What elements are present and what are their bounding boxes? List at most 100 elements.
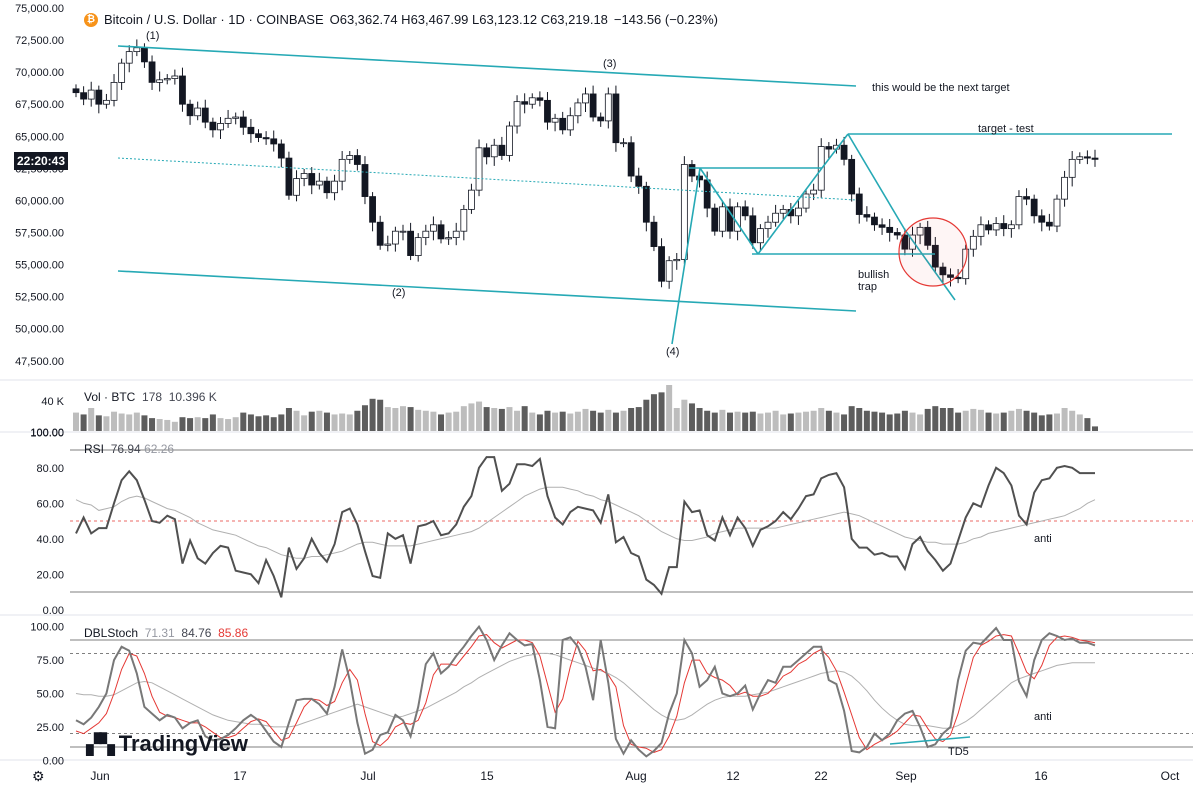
candle-body (1061, 176, 1068, 200)
tradingview-logo[interactable]: ▞▚ TradingView (86, 731, 248, 757)
candle-body (331, 180, 338, 194)
volume-bar (1084, 418, 1091, 431)
candle-body (604, 93, 612, 122)
volume-bar (255, 416, 262, 431)
candle-body (924, 226, 932, 246)
tradingview-mark-icon: ▞▚ (86, 732, 115, 756)
candle-body (650, 221, 658, 247)
annotation-bullish-trap: bullish trap (858, 269, 890, 293)
price-tick-label: 50,000.00 (15, 324, 64, 336)
trend-line (904, 229, 956, 301)
candle-body (422, 230, 430, 239)
price-tick-label: 52,500.00 (15, 292, 64, 304)
trend-line (821, 133, 849, 169)
candle-body (300, 173, 308, 180)
candle-body (757, 228, 764, 244)
trend-line (847, 133, 906, 231)
candle-body (224, 117, 232, 124)
volume-bar (879, 412, 886, 431)
candle-body (110, 82, 118, 101)
volume-bar (590, 410, 597, 431)
volume-bar (339, 413, 346, 431)
time-tick-label: Jul (360, 769, 375, 783)
volume-bar (894, 413, 901, 431)
volume-bar (567, 413, 574, 431)
volume-bar (924, 408, 931, 431)
candle-body (658, 246, 665, 282)
volume-value-2: 10.396 K (168, 390, 217, 404)
volume-bar (650, 394, 657, 431)
stoch-legend[interactable]: DBLStoch 71.31 84.76 85.86 (84, 626, 248, 640)
price-tick-label: 65,000.00 (15, 131, 64, 143)
td5-divergence-line (889, 736, 971, 745)
candle-body (985, 224, 992, 231)
volume-bar (985, 412, 992, 431)
volume-label: Vol · BTC (84, 390, 136, 404)
volume-bar (871, 411, 878, 431)
volume-bar (780, 414, 787, 431)
candle-body (498, 144, 506, 156)
volume-bar (392, 408, 399, 431)
symbol-title[interactable]: Bitcoin / U.S. Dollar · 1D · COINBASE (104, 12, 324, 27)
countdown-tag: 22:20:43 (14, 152, 68, 170)
volume-bar (415, 409, 422, 431)
candle-body (1015, 196, 1023, 226)
candle-body (977, 224, 985, 237)
volume-bar (681, 399, 688, 431)
volume-legend[interactable]: Vol · BTC 178 10.396 K (84, 390, 217, 404)
wave-label-3: (3) (603, 58, 617, 70)
volume-bar (133, 412, 140, 431)
candle-body (566, 115, 574, 131)
rsi-label: RSI (84, 442, 105, 456)
gear-icon[interactable]: ⚙ (32, 768, 45, 784)
time-tick-label: 16 (1034, 769, 1048, 783)
volume-bar (247, 414, 254, 431)
volume-bar (187, 418, 194, 431)
candle-body (1091, 157, 1099, 160)
candle-body (620, 142, 627, 145)
volume-bar (529, 412, 536, 431)
candle-body (589, 93, 597, 118)
candle-body (217, 123, 224, 131)
volume-bar (544, 410, 551, 431)
time-tick-label: 12 (726, 769, 740, 783)
candle-body (741, 206, 749, 217)
volume-value-1: 178 (142, 390, 163, 404)
wave-label-2: (2) (392, 287, 406, 299)
stoch-tick-label: 50.00 (36, 689, 64, 701)
candle-body (544, 99, 551, 123)
volume-bar (491, 408, 498, 431)
candle-body (795, 207, 802, 217)
candle-body (962, 248, 970, 280)
volume-bar (993, 413, 1000, 431)
price-tick-label: 47,500.00 (15, 356, 64, 368)
stoch-value-3: 85.86 (218, 626, 249, 640)
volume-bar (711, 412, 718, 431)
price-tick-label: 67,500.00 (15, 99, 64, 111)
volume-bar (726, 412, 733, 431)
volume-bar (430, 411, 437, 431)
candle-body (863, 214, 871, 218)
candle-body (1038, 215, 1046, 223)
candle-body (293, 178, 300, 196)
rsi-legend[interactable]: RSI 76.94 62.26 (84, 442, 174, 456)
candle-body (947, 274, 954, 278)
volume-bar (742, 412, 749, 431)
volume-bar (118, 413, 125, 431)
candle-body (414, 237, 422, 256)
wave-label-1: (1) (146, 30, 160, 42)
candle-body (163, 78, 171, 81)
candle-body (239, 116, 247, 128)
rsi-pane: 100.00 80.00 60.00 40.00 20.00 0.00 (30, 427, 1193, 617)
volume-bar (932, 406, 939, 431)
volume-bar (612, 412, 619, 431)
candle-body (901, 234, 909, 250)
price-tick-label: 57,500.00 (15, 227, 64, 239)
volume-bar (620, 410, 627, 431)
volume-bar (825, 410, 832, 431)
price-tick-label: 70,000.00 (15, 67, 64, 79)
volume-bar (886, 414, 893, 431)
candle-body (764, 221, 772, 230)
candle-body (1023, 196, 1030, 200)
candle-body (559, 117, 567, 131)
